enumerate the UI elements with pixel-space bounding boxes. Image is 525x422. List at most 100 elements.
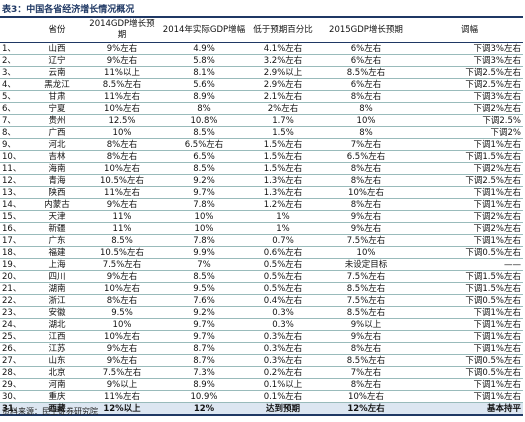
table-row: 15、 天津 11% 10% 1% 9%左右 下调2%左右	[0, 210, 523, 223]
table-cell: 达到预期	[250, 402, 316, 416]
table-cell: 10%左右	[316, 186, 416, 199]
table-cell: 3、	[0, 66, 28, 79]
table-cell: 下调2%	[416, 126, 523, 139]
table-cell: 下调2%左右	[416, 210, 523, 223]
table-row: 13、 陕西 11%左右 9.7% 1.3%左右 10%左右 下调1%左右	[0, 186, 523, 199]
table-cell: 12.5%	[86, 114, 158, 127]
table-cell: 下调1%左右	[416, 306, 523, 319]
table-cell: 7%	[158, 258, 250, 271]
table-row: 12、 青海 10.5%左右 9.2% 1.3%左右 8%左右 下调2.5%左右	[0, 174, 523, 187]
table-cell: 北京	[28, 366, 86, 379]
table-cell: 9%左右	[86, 270, 158, 283]
header-cell: 2015GDP增长预期	[316, 16, 416, 43]
header-cell	[0, 16, 28, 43]
table-cell: 20、	[0, 270, 28, 283]
table-cell: 1.3%左右	[250, 174, 316, 187]
table-cell: 8%左右	[86, 294, 158, 307]
table-cell: 吉林	[28, 150, 86, 163]
table-cell: 11%左右	[86, 90, 158, 103]
table-cell: 9.7%	[158, 318, 250, 331]
table-cell: 13、	[0, 186, 28, 199]
table-cell: 江苏	[28, 342, 86, 355]
table-cell: 下调1%左右	[416, 390, 523, 403]
table-cell: 10%	[86, 318, 158, 331]
table-cell: 10%左右	[316, 390, 416, 403]
table-cell: 7%左右	[316, 138, 416, 151]
table-cell: 30、	[0, 390, 28, 403]
table-cell: 黑龙江	[28, 78, 86, 91]
table-cell: 8%左右	[86, 138, 158, 151]
table-cell: 7.6%	[158, 294, 250, 307]
table-cell: 0.3%	[250, 306, 316, 319]
table-body: 1、 山西 9%左右 4.9% 4.1%左右 6%左右 下调3%左右 2、 辽宁 9%左右 5.8%…	[0, 42, 523, 416]
table-cell: 6%左右	[316, 42, 416, 55]
source-note: 资料来源：民生证券研究院	[2, 407, 98, 416]
table-cell: 下调1%左右	[416, 186, 523, 199]
table-cell: 8.5%左右	[316, 66, 416, 79]
table-cell: 8.5%左右	[86, 78, 158, 91]
table-cell: 9%左右	[86, 198, 158, 211]
table-cell: 四川	[28, 270, 86, 283]
table-cell: 8%左右	[316, 378, 416, 391]
table-cell: 河北	[28, 138, 86, 151]
header-cell: 2014年实际GDP增幅	[158, 16, 250, 43]
table-row: 8、 广西 10% 8.5% 1.5% 8% 下调2%	[0, 126, 523, 139]
table-cell: 12%以上	[86, 402, 158, 416]
table-cell: 下调3%左右	[416, 54, 523, 67]
table-cell: 山西	[28, 42, 86, 55]
table-cell: 8%左右	[316, 162, 416, 175]
table-cell: 11%左右	[86, 390, 158, 403]
table-cell: 湖北	[28, 318, 86, 331]
table-cell: 下调0.5%左右	[416, 354, 523, 367]
table-cell: 8.7%	[158, 354, 250, 367]
table-cell: 7.8%	[158, 234, 250, 247]
table-cell: 0.7%	[250, 234, 316, 247]
table-cell: 24、	[0, 318, 28, 331]
table-cell: 10、	[0, 150, 28, 163]
table-cell: 2、	[0, 54, 28, 67]
table-cell: 7%左右	[316, 366, 416, 379]
table-cell: 8%左右	[316, 90, 416, 103]
table-cell: 9.9%	[158, 246, 250, 259]
table-cell: 0.5%左右	[250, 258, 316, 271]
table-cell: 1.3%左右	[250, 186, 316, 199]
table-cell: 7、	[0, 114, 28, 127]
table-cell: 广西	[28, 126, 86, 139]
table-cell: 5.8%	[158, 54, 250, 67]
table-cell: 浙江	[28, 294, 86, 307]
table-cell: 1.2%左右	[250, 198, 316, 211]
table-cell: 下调1.5%左右	[416, 270, 523, 283]
table-cell: 11%左右	[86, 186, 158, 199]
table-cell: 11%以上	[86, 66, 158, 79]
table-cell: 9.2%	[158, 174, 250, 187]
table-cell: 15、	[0, 210, 28, 223]
table-cell: 0.4%左右	[250, 294, 316, 307]
table-cell: 6%左右	[316, 78, 416, 91]
table-row: 28、 北京 7.5%左右 7.3% 0.2%左右 7%左右 下调0.5%左右	[0, 366, 523, 379]
table-cell: 9%以上	[86, 378, 158, 391]
table-row: 5、 甘肃 11%左右 8.9% 2.1%左右 8%左右 下调3%左右	[0, 90, 523, 103]
table-cell: 下调2%左右	[416, 102, 523, 115]
table-cell: 陕西	[28, 186, 86, 199]
table-cell: 8%	[316, 126, 416, 139]
table-cell: 29、	[0, 378, 28, 391]
table-cell: 4.1%左右	[250, 42, 316, 55]
table-cell: 6.5%左右	[158, 138, 250, 151]
table-cell: 下调1.5%左右	[416, 282, 523, 295]
table-cell: 17、	[0, 234, 28, 247]
table-cell: 9%左右	[316, 210, 416, 223]
table-row: 24、 湖北 10% 9.7% 0.3% 9%以上 下调1%左右	[0, 318, 523, 331]
table-cell: 7.8%	[158, 198, 250, 211]
table-cell: 8.5%	[158, 162, 250, 175]
table-cell: 贵州	[28, 114, 86, 127]
table-cell: 山东	[28, 354, 86, 367]
table-cell: 下调0.5%左右	[416, 294, 523, 307]
table-cell: 下调1.5%左右	[416, 150, 523, 163]
table-cell: 9%以上	[316, 318, 416, 331]
table-cell: 辽宁	[28, 54, 86, 67]
table-cell: 10%	[158, 222, 250, 235]
table-cell: 8.9%	[158, 90, 250, 103]
table-cell: 下调1%左右	[416, 234, 523, 247]
table-cell: 8、	[0, 126, 28, 139]
